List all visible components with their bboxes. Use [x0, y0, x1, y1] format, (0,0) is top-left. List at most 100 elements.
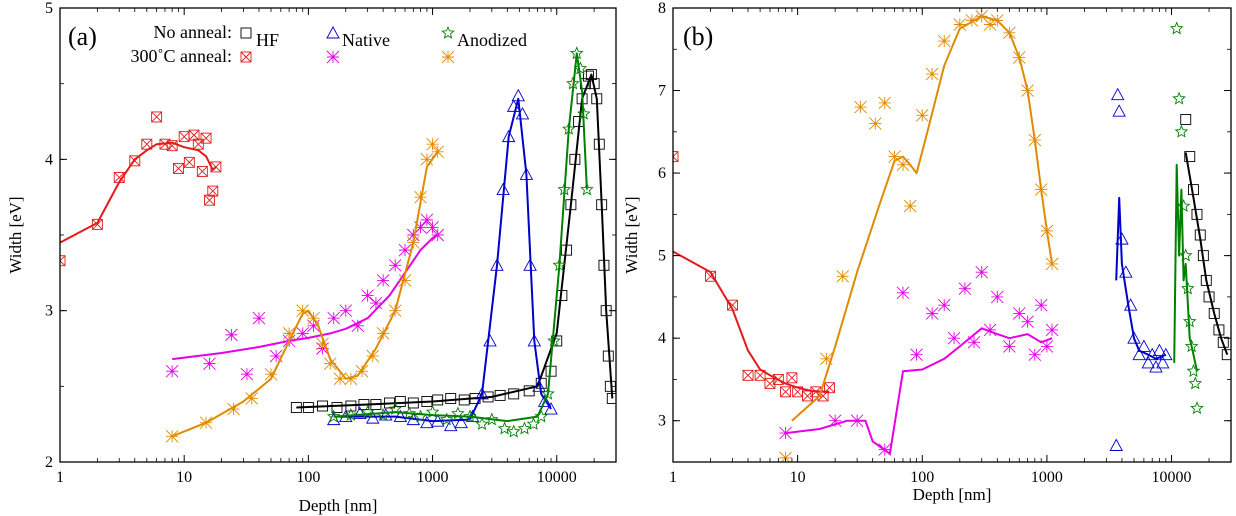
panel-a-point-hf_no	[458, 394, 470, 406]
panel-b-point-native_no	[1115, 232, 1129, 245]
panel-b-point-native_ann	[975, 265, 989, 279]
panel-a-point-hf_no	[358, 399, 370, 410]
panel-b-series-hf_no	[1180, 113, 1231, 361]
panel-a-point-hf_no	[602, 350, 614, 362]
panel-a-point-hf_ann	[210, 161, 222, 173]
panel-a-point-native_ann	[376, 274, 390, 287]
panel-b-point-anod_ann	[1003, 26, 1016, 40]
panel-a-point-native_no	[501, 129, 516, 143]
panel-a-point-anod_ann	[323, 357, 337, 370]
panel-b-point-hf_ann	[786, 372, 798, 384]
panel-b-point-anod_ann	[983, 18, 997, 31]
panel-a-point-anod_no	[569, 46, 584, 60]
panel-b-point-anod_no	[1188, 376, 1203, 390]
panel-b-point-native_ann	[1021, 315, 1034, 328]
panel-a-point-anod_no	[425, 404, 440, 418]
panel-a-point-hf_ann	[207, 185, 219, 197]
panel-b-fit-line-anod_ann	[791, 15, 1054, 422]
panel-b-ylabel: Width [eV]	[622, 196, 641, 273]
panel-a-point-native_ann	[240, 367, 254, 381]
legend-marker-native_no	[326, 26, 340, 39]
panel-a-point-native_ann	[165, 364, 179, 378]
panel-a-point-hf_ann	[166, 140, 178, 152]
panel-b-point-anod_ann	[896, 158, 910, 172]
panel-a-point-anod_no	[376, 407, 390, 421]
panel-a-point-native_ann	[252, 311, 266, 325]
panel-b-point-native_ann	[910, 348, 923, 362]
panel-a-point-native_ann	[361, 289, 374, 302]
panel-b-point-hf_no	[1213, 324, 1225, 336]
panel-b-point-anod_no	[1182, 314, 1197, 328]
panel-b-point-native_no	[1145, 347, 1159, 361]
panel-a-point-native_no	[443, 418, 458, 432]
panel-a-point-anod_no	[463, 409, 477, 423]
panel-b-point-anod_ann	[965, 14, 979, 27]
panel-a-point-anod_ann	[366, 349, 380, 363]
legend-col-hf: HF	[256, 30, 279, 50]
panel-b-point-hf_ann	[780, 386, 792, 398]
panel-b-fit-line-hf_no	[1184, 152, 1229, 356]
panel-b-point-anod_ann	[953, 18, 967, 31]
panel-a-point-native_no	[544, 402, 558, 415]
panel-a-point-anod_ann	[282, 327, 296, 340]
legend-marker-hf_ann	[240, 51, 252, 63]
panel-a-point-native_no	[430, 414, 445, 427]
panel-b-ytick-label: 7	[658, 83, 666, 100]
panel-b-fit-line-native_no	[1115, 196, 1167, 360]
panel-a-point-anod_no	[561, 121, 576, 135]
panel-b-axes: 1 10 100 1000 10000 3 4 5 6 7 8	[658, 0, 1232, 486]
panel-b-point-native_ann	[1045, 323, 1059, 337]
panel-a-point-native_ann	[307, 319, 320, 333]
panel-a-point-native_ann	[420, 213, 434, 227]
panel-b-point-hf_no	[1200, 274, 1212, 286]
legend-markers	[240, 25, 455, 64]
panel-a-point-hf_no	[302, 402, 314, 413]
panel-b-point-native_ann	[947, 331, 961, 345]
panel-a-series-anod_ann	[165, 137, 445, 443]
panel-b-series-native_ann	[779, 265, 1059, 456]
panel-a-point-native_no	[527, 333, 542, 347]
panel-b-point-native_no	[1137, 339, 1151, 352]
panel-a-point-anod_no	[451, 406, 465, 420]
panel-b-frame	[672, 7, 1232, 463]
panel-a-ytick-label: 4	[45, 151, 53, 168]
panel-a-point-hf_no	[290, 402, 302, 413]
panel-a-point-hf_ann	[113, 172, 125, 183]
legend-marker-hf_no	[240, 27, 252, 39]
panel-a-point-native_ann	[296, 327, 310, 340]
panel-a-point-hf_ann	[178, 131, 190, 143]
panel-b: 1 10 100 1000 10000 3 4 5 6 7 8 (b) Depth [nm] Wid…	[622, 0, 1232, 504]
panel-b-point-native_ann	[1003, 340, 1016, 353]
panel-a-fit-line-native_no	[333, 97, 552, 423]
panel-a-label: (a)	[68, 22, 97, 51]
panel-a-point-native_ann	[388, 258, 402, 272]
panel-b-point-native_ann	[1034, 298, 1048, 312]
panel-b-point-anod_no	[1178, 248, 1193, 262]
panel-a-point-native_ann	[351, 319, 365, 333]
panel-a-xlabel: Depth [nm]	[299, 496, 378, 515]
legend-marker-native_ann	[326, 50, 340, 64]
panel-a-point-anod_ann	[245, 392, 259, 405]
panel-a-point-hf_no	[421, 396, 433, 407]
panel-a-point-native_ann	[398, 243, 412, 257]
panel-a-point-hf_no	[331, 402, 343, 413]
panel-b-point-anod_ann	[1034, 183, 1048, 196]
panel-b-point-native_no	[1132, 347, 1146, 361]
panel-a-point-anod_no	[566, 76, 580, 90]
panel-b-point-anod_no	[1169, 21, 1184, 35]
panel-b-series-anod_ann	[779, 9, 1059, 462]
panel-a-xtick-label: 1000	[417, 469, 449, 486]
panel-b-point-anod_no	[1186, 364, 1201, 378]
panel-b-point-hf_ann	[772, 374, 784, 385]
panel-a-fit-line-hf_no	[296, 73, 614, 409]
panel-b-ytick-label: 6	[658, 165, 666, 182]
panel-a-series-anod_no	[326, 46, 594, 438]
panel-b-point-anod_ann	[1045, 257, 1059, 271]
panel-b-label: (b)	[683, 22, 713, 51]
panel-a-point-hf_no	[569, 153, 581, 165]
panel-a-point-anod_no	[573, 61, 588, 75]
panel-a-point-anod_ann	[376, 327, 390, 340]
panel-b-point-native_ann	[878, 443, 892, 456]
panel-b-point-hf_no	[1217, 336, 1229, 348]
panel-a-point-anod_ann	[407, 236, 420, 249]
